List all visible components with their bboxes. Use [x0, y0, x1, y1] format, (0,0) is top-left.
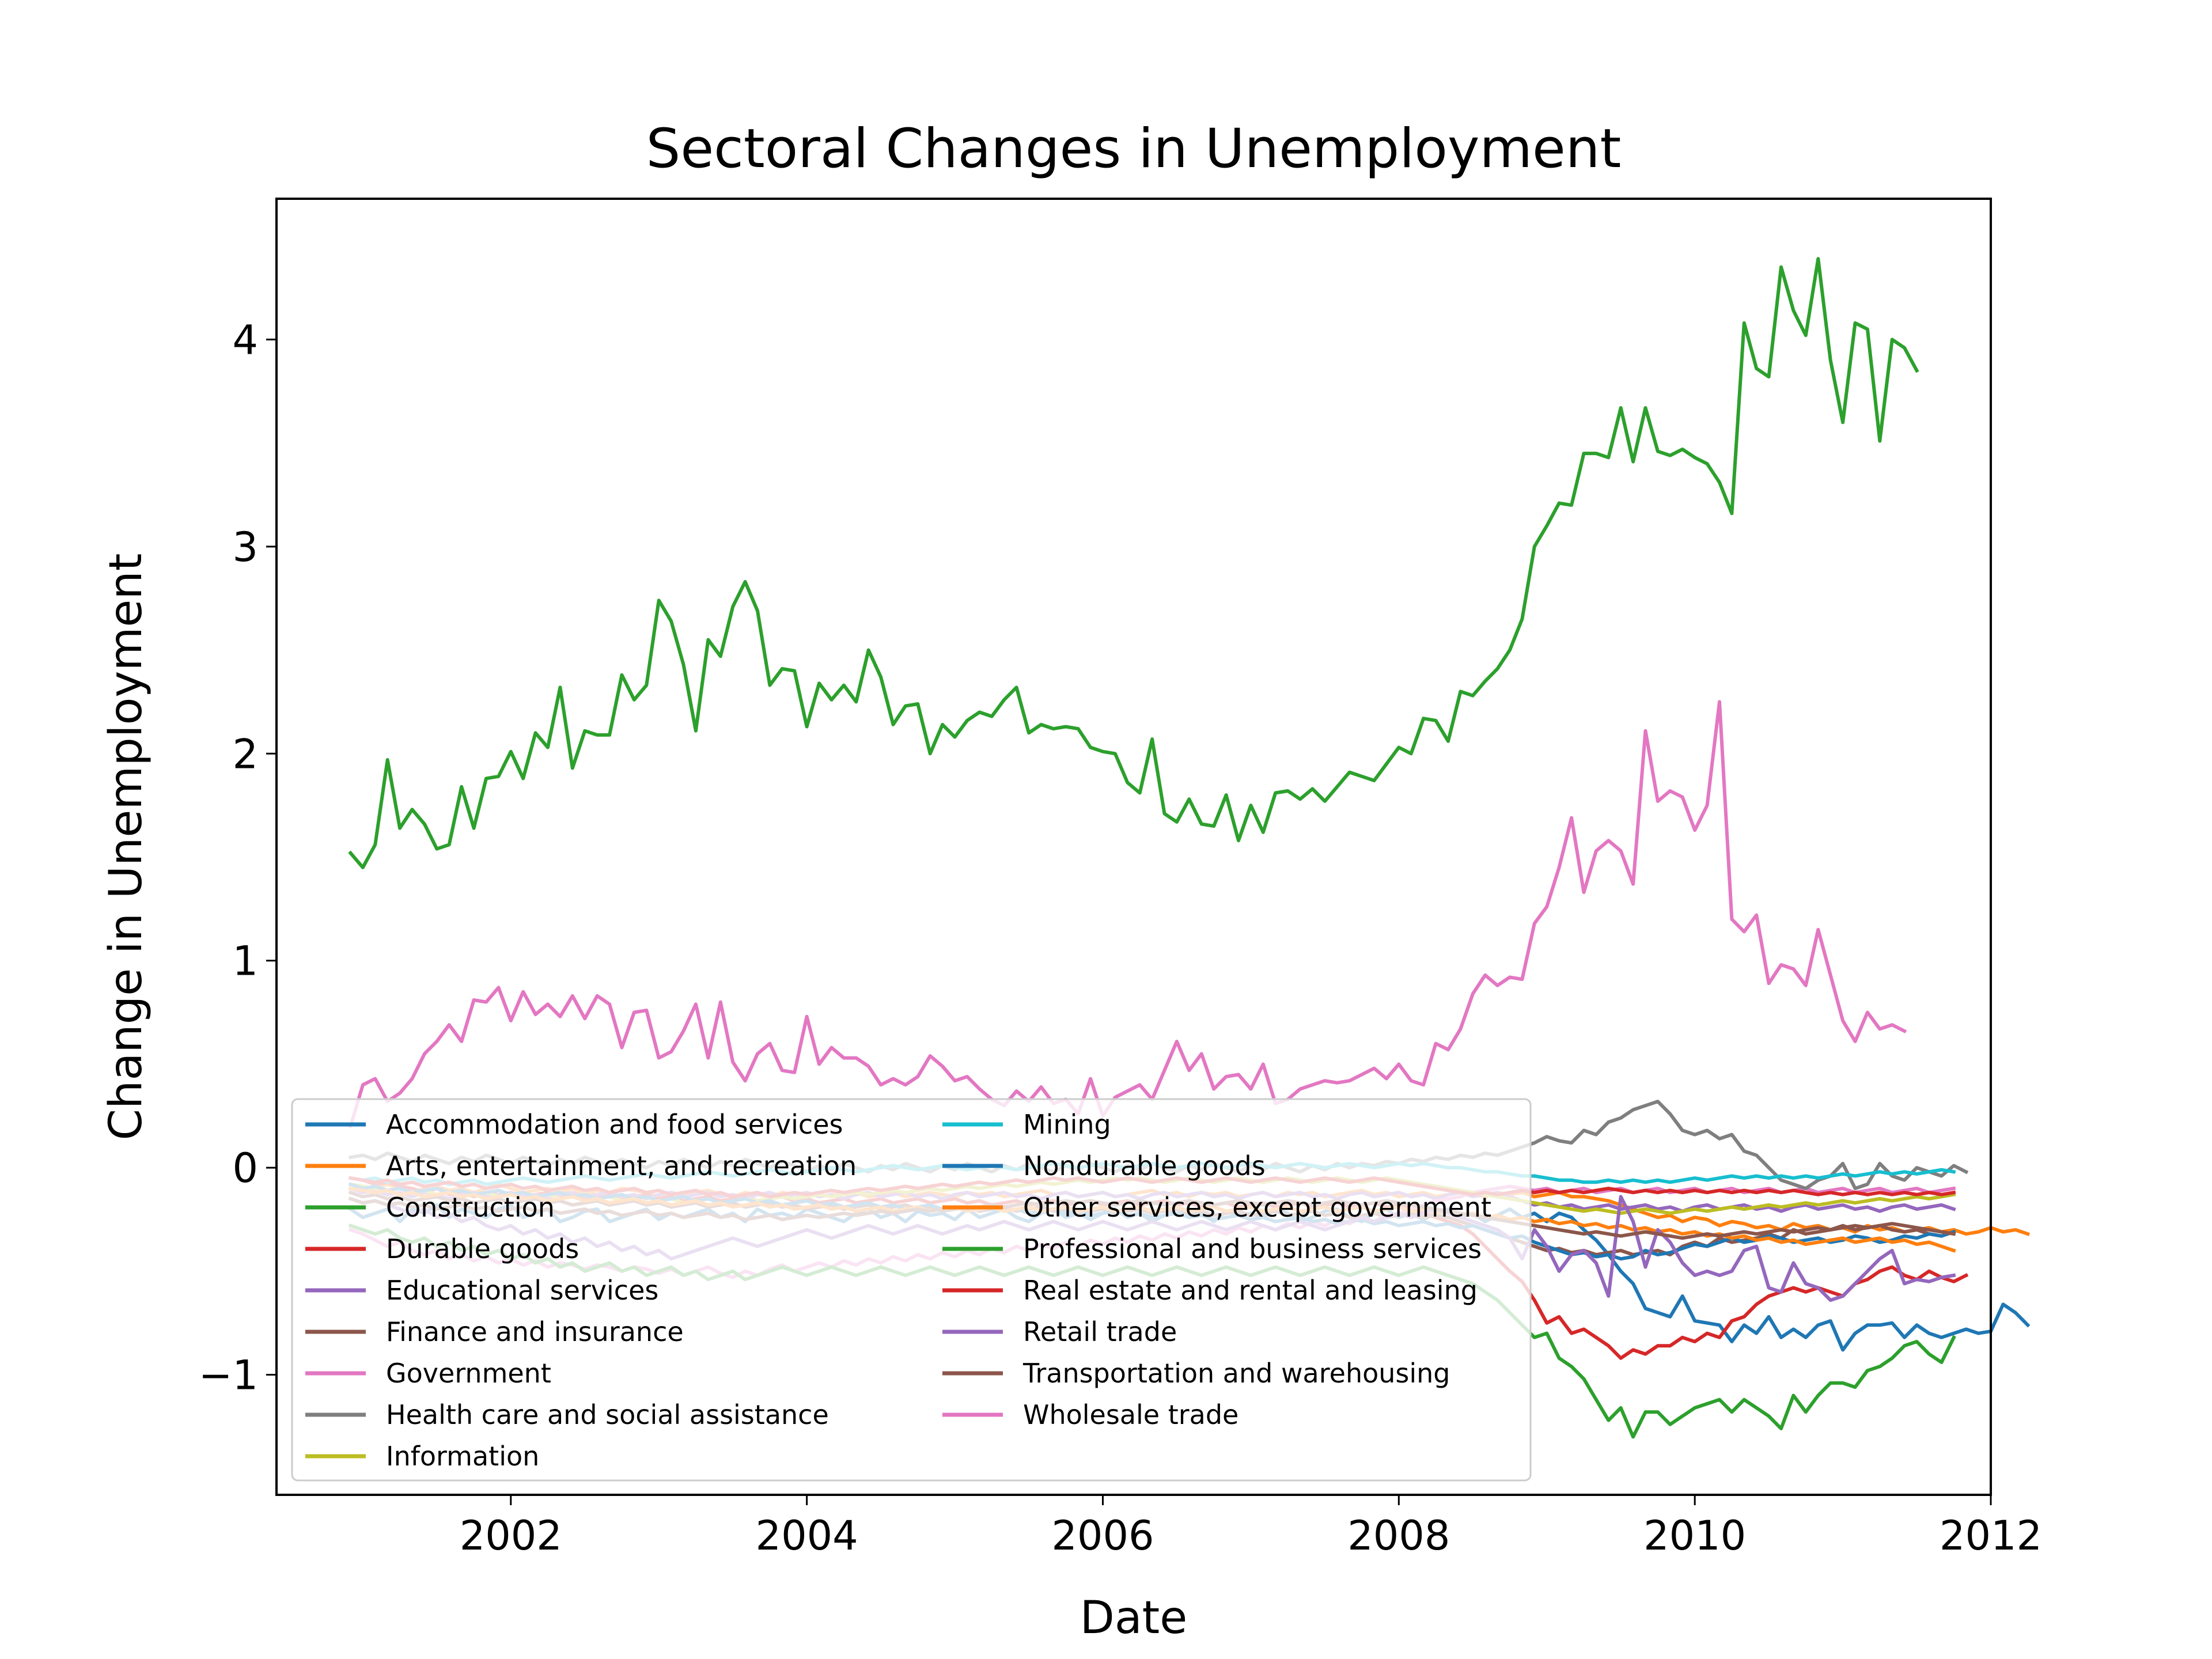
y-axis: −1 0 1 2 3 4	[199, 316, 276, 1399]
x-tick-label: 2012	[1940, 1512, 2042, 1559]
legend-label: Finance and insurance	[386, 1316, 684, 1347]
legend-label: Government	[386, 1358, 551, 1389]
x-axis-title: Date	[1080, 1592, 1187, 1644]
chart-title: Sectoral Changes in Unemployment	[646, 118, 1622, 180]
y-tick-label: 4	[232, 316, 258, 363]
legend-label: Nondurable goods	[1023, 1150, 1266, 1181]
y-tick-label: 3	[232, 524, 258, 571]
series-line-2	[348, 257, 1919, 869]
legend-label: Durable goods	[386, 1233, 579, 1264]
y-tick-label: 2	[232, 730, 258, 778]
legend-label: Educational services	[386, 1275, 658, 1306]
legend-label: Real estate and rental and leasing	[1023, 1275, 1478, 1306]
x-tick-label: 2006	[1051, 1512, 1154, 1559]
y-tick-label: −1	[199, 1352, 258, 1399]
legend-label: Construction	[386, 1192, 555, 1223]
plot-frame	[275, 198, 1992, 1496]
y-tick-label: 1	[232, 938, 258, 985]
x-tick-label: 2004	[756, 1512, 858, 1559]
legend-label: Accommodation and food services	[386, 1109, 843, 1140]
x-tick-label: 2010	[1643, 1512, 1746, 1559]
x-axis: 2002 2004 2006 2008 2010 2012	[460, 1495, 2042, 1559]
legend-label: Health care and social assistance	[386, 1399, 829, 1430]
legend-label: Wholesale trade	[1023, 1399, 1238, 1430]
series-line-16	[348, 700, 1907, 1128]
x-tick-label: 2008	[1347, 1512, 1450, 1559]
legend-label: Other services, except government	[1023, 1192, 1491, 1223]
legend-label: Mining	[1023, 1109, 1111, 1140]
x-tick-label: 2002	[460, 1512, 562, 1559]
y-axis-title: Change in Unemployment	[100, 554, 152, 1141]
y-tick-label: 0	[232, 1145, 258, 1192]
legend-label: Transportation and warehousing	[1022, 1358, 1450, 1389]
legend-label: Information	[386, 1441, 539, 1472]
legend-label: Arts, entertainment, and recreation	[386, 1150, 857, 1181]
legend: Accommodation and food services Arts, ent…	[291, 1098, 1532, 1482]
legend-box	[291, 1098, 1532, 1482]
legend-label: Professional and business services	[1023, 1233, 1482, 1264]
legend-label: Retail trade	[1023, 1316, 1177, 1347]
